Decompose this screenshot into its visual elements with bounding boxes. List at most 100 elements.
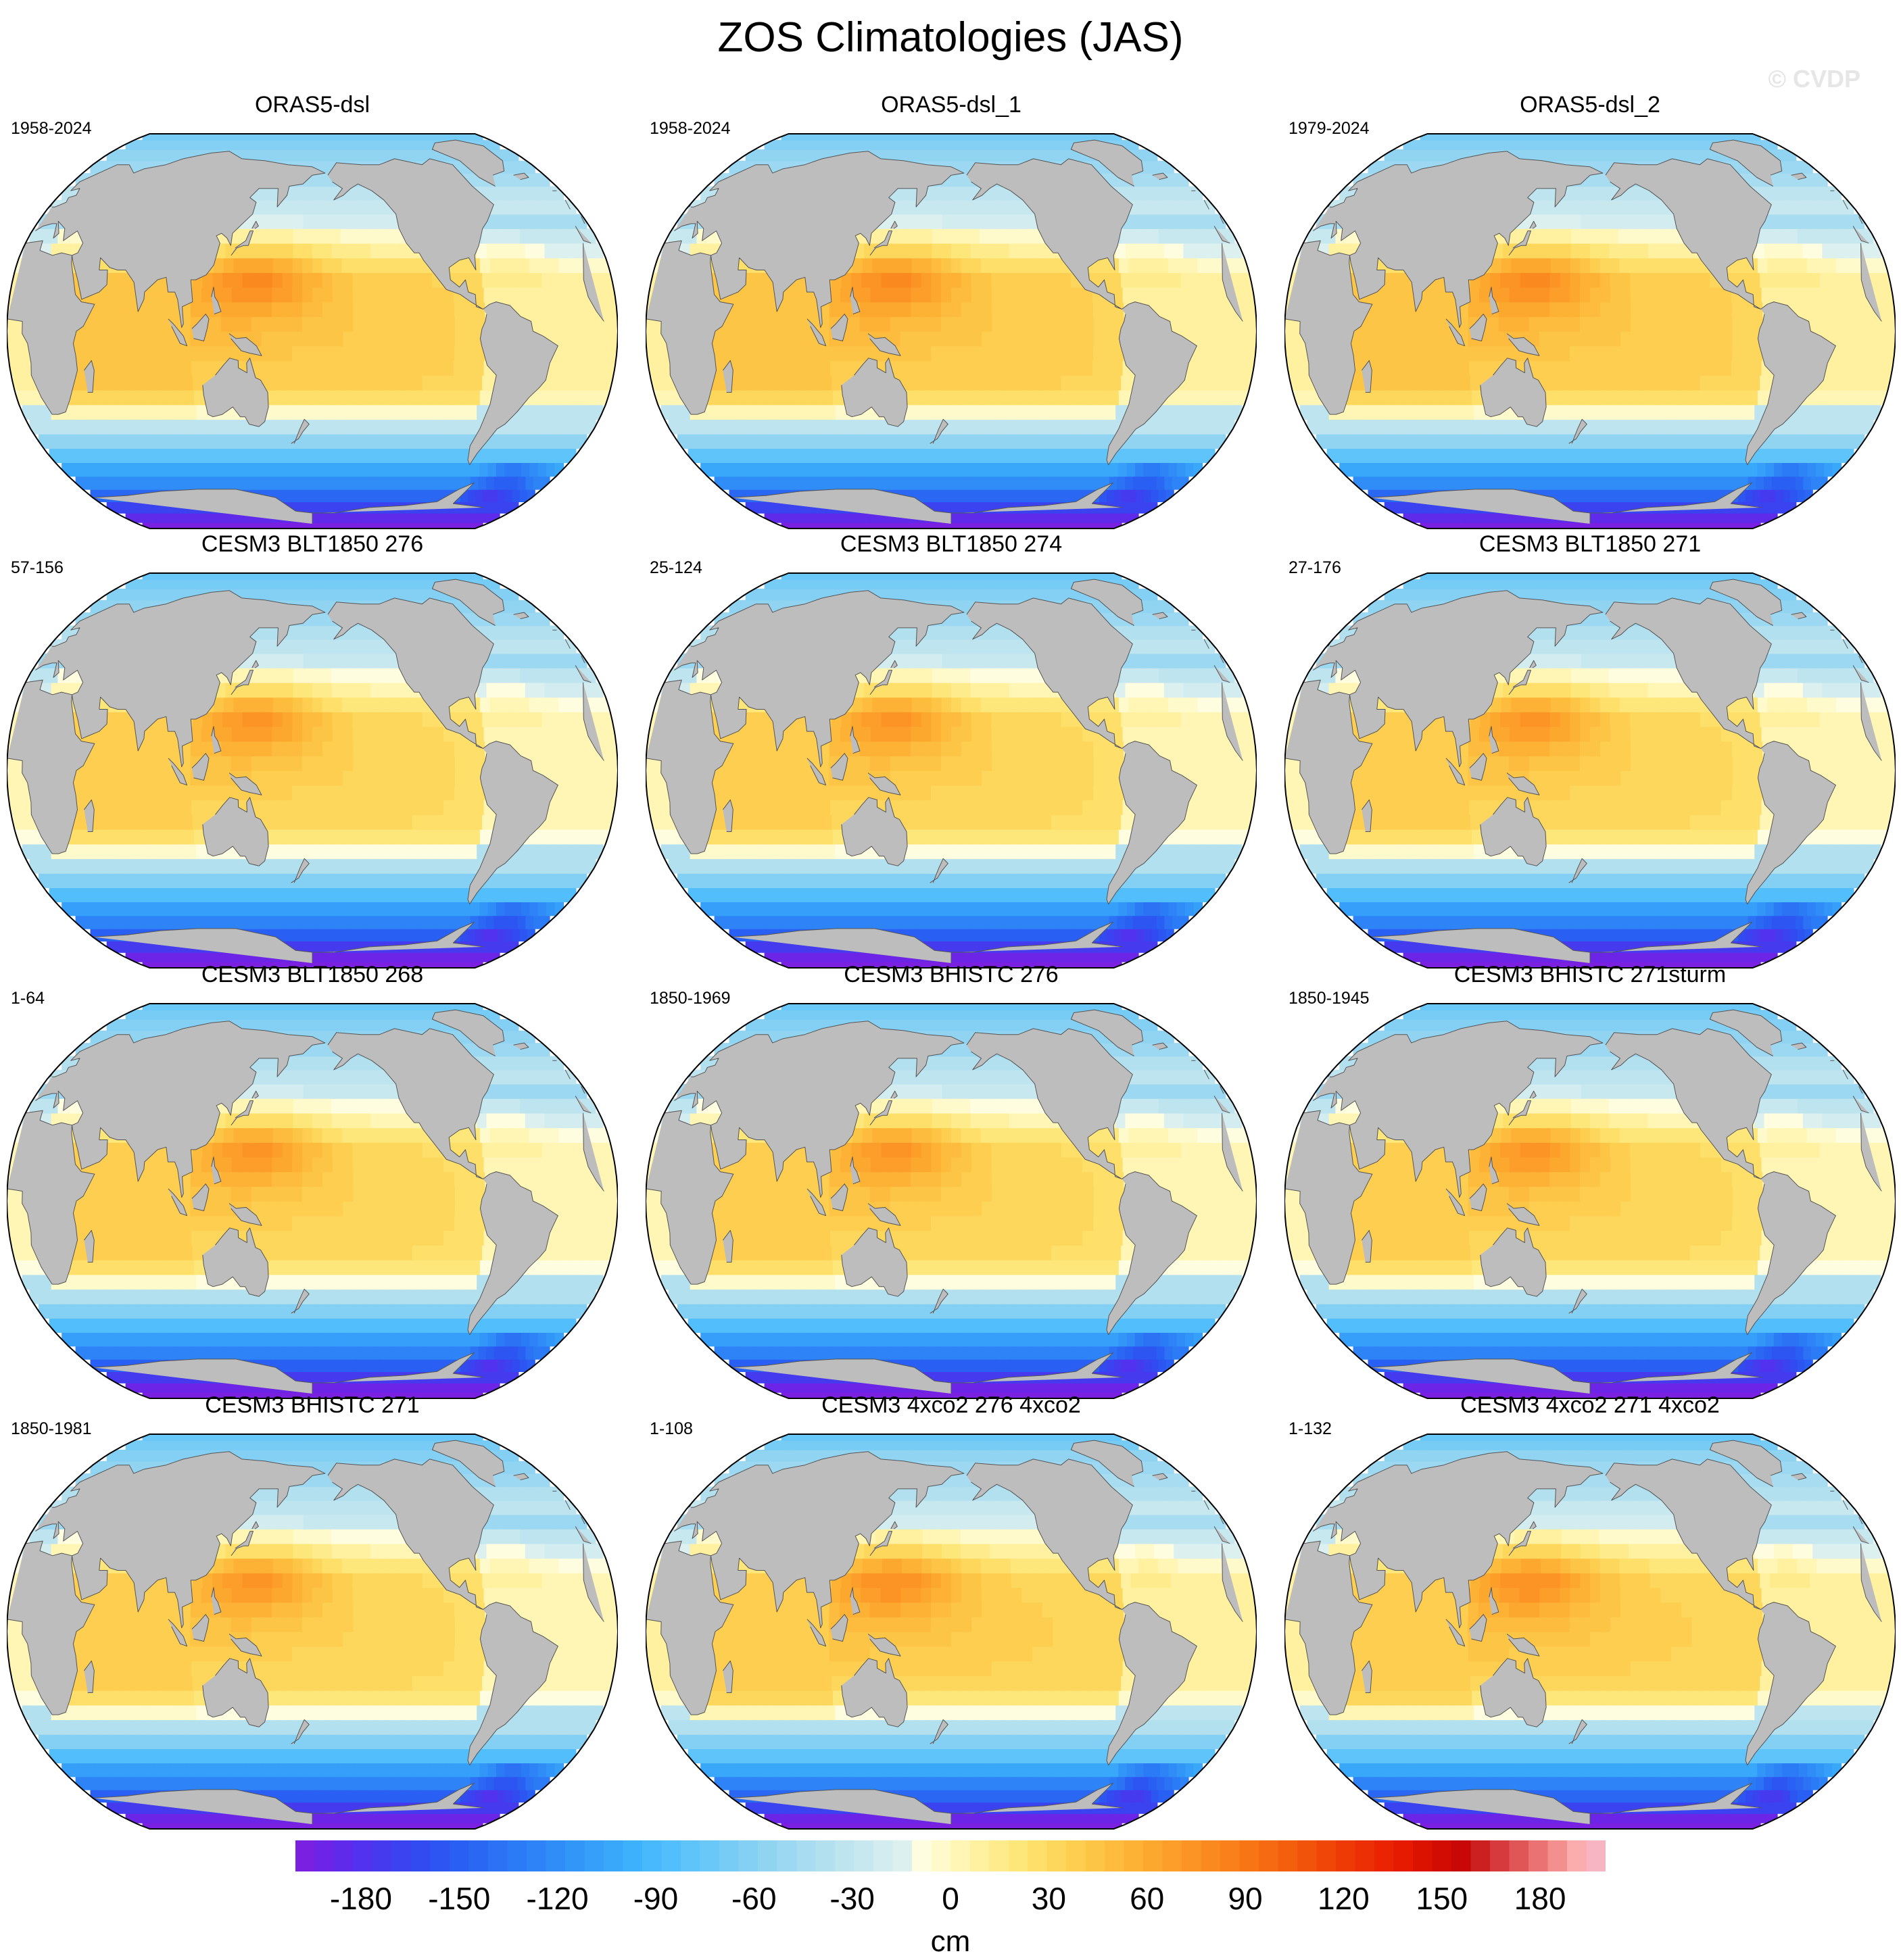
land-masses bbox=[1284, 579, 1882, 963]
map-panel: CESM3 BHISTC 276 1850-1969 bbox=[639, 962, 1264, 1401]
colorbar-swatch bbox=[1259, 1840, 1279, 1871]
colorbar bbox=[295, 1840, 1606, 1871]
colorbar-swatch bbox=[815, 1840, 836, 1871]
robinson-map bbox=[1284, 133, 1896, 529]
land-masses bbox=[1284, 1009, 1882, 1394]
colorbar-swatch bbox=[854, 1840, 874, 1871]
colorbar-tick-label: 30 bbox=[994, 1880, 1103, 1917]
colorbar-swatch bbox=[1509, 1840, 1529, 1871]
colorbar-swatch bbox=[1567, 1840, 1587, 1871]
robinson-map bbox=[1284, 1434, 1896, 1830]
colorbar-tick-label: -60 bbox=[700, 1880, 808, 1917]
map-outline bbox=[646, 1434, 1257, 1830]
colorbar-swatch bbox=[950, 1840, 971, 1871]
map-panel: CESM3 BLT1850 271 27-176 bbox=[1278, 531, 1901, 971]
colorbar-swatch bbox=[719, 1840, 740, 1871]
colorbar-swatch bbox=[931, 1840, 951, 1871]
panel-period: 1979-2024 bbox=[1289, 119, 1370, 139]
land-masses bbox=[1284, 1440, 1882, 1824]
colorbar-swatch bbox=[681, 1840, 701, 1871]
colorbar-swatch bbox=[334, 1840, 354, 1871]
colorbar-swatch bbox=[1336, 1840, 1356, 1871]
map-outline bbox=[646, 133, 1257, 529]
colorbar-tick-label: -120 bbox=[504, 1880, 612, 1917]
colorbar-swatch bbox=[353, 1840, 373, 1871]
colorbar-swatch bbox=[969, 1840, 990, 1871]
colorbar-swatch bbox=[1124, 1840, 1144, 1871]
colorbar-swatch bbox=[372, 1840, 393, 1871]
robinson-map bbox=[7, 133, 618, 529]
colorbar-swatch bbox=[1105, 1840, 1125, 1871]
colorbar-swatch bbox=[700, 1840, 720, 1871]
figure-title: ZOS Climatologies (JAS) bbox=[0, 14, 1901, 62]
colorbar-swatch bbox=[1490, 1840, 1510, 1871]
robinson-map bbox=[7, 1434, 618, 1830]
colorbar-tick-label: 90 bbox=[1191, 1880, 1299, 1917]
panel-period: 1-64 bbox=[11, 989, 45, 1008]
panel-title: CESM3 BHISTC 271sturm bbox=[1278, 962, 1901, 988]
robinson-map bbox=[7, 572, 618, 969]
map-outline bbox=[7, 133, 618, 529]
colorbar-swatch bbox=[1201, 1840, 1221, 1871]
colorbar-swatch bbox=[661, 1840, 681, 1871]
colorbar-swatch bbox=[1046, 1840, 1067, 1871]
panel-title: CESM3 BHISTC 271 bbox=[0, 1392, 625, 1419]
colorbar-swatch bbox=[411, 1840, 431, 1871]
colorbar-swatch bbox=[1529, 1840, 1549, 1871]
colorbar-tick-label: -150 bbox=[405, 1880, 513, 1917]
robinson-map bbox=[1284, 1003, 1896, 1399]
colorbar-swatch bbox=[623, 1840, 643, 1871]
colorbar-swatch bbox=[642, 1840, 663, 1871]
colorbar-swatch bbox=[391, 1840, 412, 1871]
map-panel: CESM3 BLT1850 268 1-64 bbox=[0, 962, 625, 1401]
panel-title: CESM3 4xco2 276 4xco2 bbox=[639, 1392, 1264, 1419]
colorbar-tick-label: 60 bbox=[1093, 1880, 1201, 1917]
panel-title: CESM3 4xco2 271 4xco2 bbox=[1278, 1392, 1901, 1419]
colorbar-tick-label: 120 bbox=[1289, 1880, 1397, 1917]
map-outline bbox=[7, 1003, 618, 1399]
land-masses bbox=[7, 1009, 604, 1394]
colorbar-tick-label: 150 bbox=[1388, 1880, 1496, 1917]
colorbar-swatch bbox=[450, 1840, 470, 1871]
map-outline bbox=[7, 1434, 618, 1830]
colorbar-swatch bbox=[488, 1840, 508, 1871]
colorbar-swatch bbox=[1182, 1840, 1202, 1871]
panel-period: 25-124 bbox=[650, 558, 702, 578]
colorbar-swatch bbox=[584, 1840, 604, 1871]
map-panel: CESM3 BLT1850 276 57-156 bbox=[0, 531, 625, 971]
colorbar-swatch bbox=[1547, 1840, 1568, 1871]
ocean-field bbox=[646, 134, 1257, 529]
map-panel: ORAS5-dsl_2 1979-2024 bbox=[1278, 92, 1901, 531]
panel-title: CESM3 BLT1850 268 bbox=[0, 962, 625, 988]
colorbar-swatch bbox=[1432, 1840, 1452, 1871]
map-outline bbox=[646, 1003, 1257, 1399]
panel-title: ORAS5-dsl bbox=[0, 92, 625, 118]
map-panel: CESM3 BLT1850 274 25-124 bbox=[639, 531, 1264, 971]
robinson-map bbox=[646, 1434, 1257, 1830]
panel-title: CESM3 BLT1850 271 bbox=[1278, 531, 1901, 558]
panel-period: 1850-1981 bbox=[11, 1419, 92, 1439]
colorbar-tick-label: 180 bbox=[1486, 1880, 1594, 1917]
colorbar-swatch bbox=[1066, 1840, 1086, 1871]
robinson-map bbox=[646, 572, 1257, 969]
panel-title: ORAS5-dsl_1 bbox=[639, 92, 1264, 118]
land-masses bbox=[7, 139, 604, 524]
map-panel: CESM3 BHISTC 271sturm 1850-1945 bbox=[1278, 962, 1901, 1401]
colorbar-swatch bbox=[1028, 1840, 1048, 1871]
colorbar-swatch bbox=[892, 1840, 913, 1871]
map-outline bbox=[1284, 572, 1896, 969]
colorbar-swatch bbox=[1374, 1840, 1395, 1871]
colorbar-swatch bbox=[295, 1840, 316, 1871]
land-masses bbox=[646, 1440, 1243, 1824]
robinson-map bbox=[646, 1003, 1257, 1399]
colorbar-swatch bbox=[565, 1840, 585, 1871]
colorbar-swatch bbox=[430, 1840, 450, 1871]
colorbar-swatch bbox=[507, 1840, 527, 1871]
colorbar-swatch bbox=[758, 1840, 778, 1871]
map-outline bbox=[1284, 133, 1896, 529]
panel-period: 1-108 bbox=[650, 1419, 693, 1439]
colorbar-tick-label: -180 bbox=[307, 1880, 415, 1917]
robinson-map bbox=[646, 133, 1257, 529]
panel-period: 27-176 bbox=[1289, 558, 1341, 578]
map-panel: CESM3 4xco2 271 4xco2 1-132 bbox=[1278, 1392, 1901, 1832]
